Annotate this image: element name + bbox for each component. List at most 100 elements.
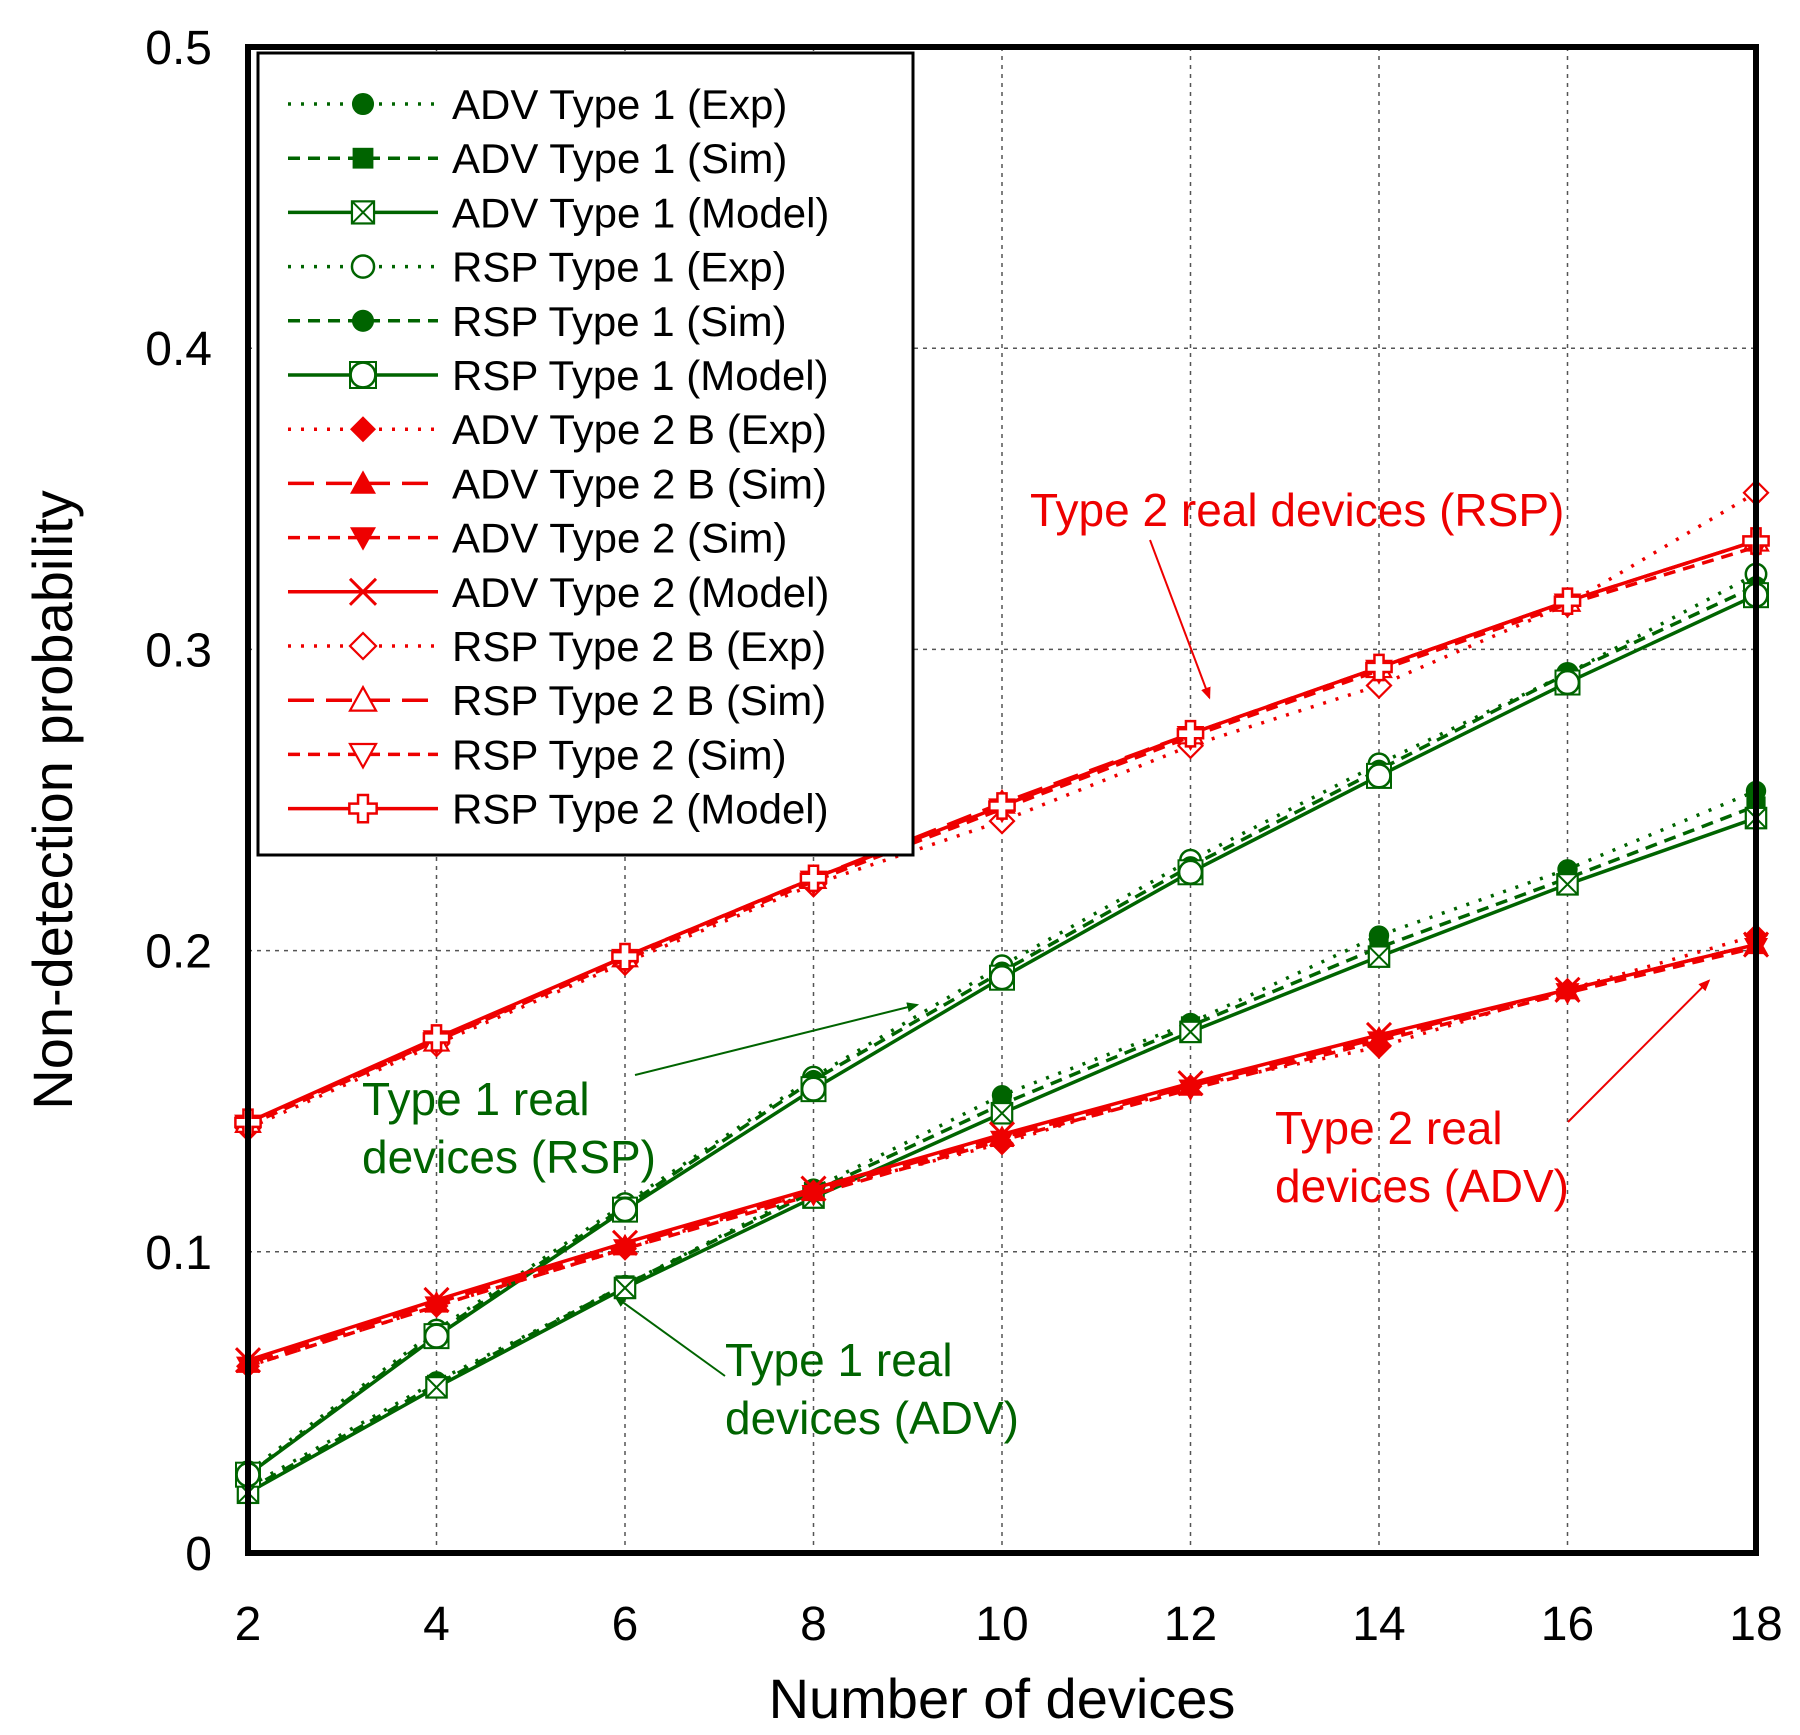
legend-entry: RSP Type 2 B (Exp) xyxy=(288,623,826,670)
legend-box xyxy=(256,51,915,857)
y-tick-label: 0.5 xyxy=(145,22,212,75)
annotation-type1-rsp: Type 1 real devices (RSP) xyxy=(362,1002,920,1183)
annotation-text: Type 1 real xyxy=(362,1073,590,1125)
marker-cross-open xyxy=(799,864,828,893)
legend-entry: RSP Type 1 (Model) xyxy=(288,352,829,399)
x-axis-label: Number of devices xyxy=(769,1667,1236,1730)
legend-entry: RSP Type 1 (Exp) xyxy=(288,244,787,291)
x-tick-label: 10 xyxy=(975,1598,1028,1651)
legend-label: ADV Type 2 B (Exp) xyxy=(452,406,827,453)
legend-label: ADV Type 2 (Model) xyxy=(452,569,829,616)
legend-label: ADV Type 1 (Model) xyxy=(452,189,829,236)
marker-circle-filled xyxy=(351,309,375,332)
annotation-text: devices (ADV) xyxy=(725,1392,1019,1444)
legend-entry: ADV Type 1 (Sim) xyxy=(288,135,787,182)
annotation-arrow xyxy=(634,1002,920,1076)
x-tick-label: 8 xyxy=(800,1598,827,1651)
marker-cross-open xyxy=(988,792,1016,820)
x-tick-label: 4 xyxy=(423,1598,450,1651)
legend-label: ADV Type 1 (Exp) xyxy=(452,81,787,128)
annotation-text: Type 2 real xyxy=(1275,1102,1503,1154)
x-tick-label: 18 xyxy=(1729,1598,1782,1651)
annotation-arrow xyxy=(613,1295,726,1377)
annotations: Type 2 real devices (RSP) Type 1 real devi… xyxy=(362,484,1711,1444)
marker-x-stroke xyxy=(1368,945,1390,968)
legend-entries: ADV Type 1 (Exp) ADV Type 1 (Sim) ADV Type… xyxy=(288,81,829,833)
y-tick-label: 0.4 xyxy=(145,323,212,376)
marker-diamond-filled xyxy=(350,416,376,443)
series-layer xyxy=(234,479,1770,1505)
annotation-type1-adv: Type 1 real devices (ADV) xyxy=(613,1295,1019,1444)
legend-entry: ADV Type 2 B (Exp) xyxy=(288,406,827,453)
legend-label: ADV Type 2 B (Sim) xyxy=(452,460,827,507)
annotation-text: devices (RSP) xyxy=(362,1131,656,1183)
marker-x-stroke xyxy=(614,1277,636,1299)
marker-circle-in-box xyxy=(423,1323,450,1349)
legend-label: RSP Type 2 B (Sim) xyxy=(452,677,826,724)
series-5 xyxy=(235,582,1769,1488)
y-axis-label: Non-detection probability xyxy=(21,490,84,1109)
marker-circle-filled xyxy=(351,92,375,116)
marker-triangle-down-open xyxy=(348,742,378,770)
legend-entry: RSP Type 2 B (Sim) xyxy=(288,677,826,724)
tick-labels: 2 4 6 8 10 12 14 16 18 0 0.1 0.2 0.3 0.4 0.5 xyxy=(145,22,1782,1651)
marker-x-stroke xyxy=(800,1175,827,1202)
marker-triangle-down-filled xyxy=(350,527,376,551)
marker-triangle-up-open xyxy=(348,684,378,712)
x-tick-label: 6 xyxy=(612,1598,639,1651)
marker-x-stroke xyxy=(1365,1021,1393,1048)
marker-circle-in-box xyxy=(1366,763,1392,789)
marker-x-stroke xyxy=(991,1102,1013,1125)
x-tick-label: 2 xyxy=(235,1598,262,1651)
legend-label: RSP Type 1 (Model) xyxy=(452,352,829,399)
plot-frame xyxy=(245,44,1759,1556)
marker-x-stroke xyxy=(423,1286,450,1314)
series-13 xyxy=(234,527,1770,1137)
legend-label: ADV Type 1 (Sim) xyxy=(452,135,787,182)
legend-entry: RSP Type 2 (Model) xyxy=(288,786,829,833)
legend-label: RSP Type 2 (Model) xyxy=(452,786,829,833)
marker-x-stroke xyxy=(425,1376,448,1399)
marker-x-stroke xyxy=(1556,873,1579,896)
annotation-text: devices (ADV) xyxy=(1275,1160,1569,1212)
legend: ADV Type 1 (Exp) ADV Type 1 (Sim) ADV Type… xyxy=(256,51,915,857)
marker-triangle-up-filled xyxy=(350,470,376,494)
marker-circle-in-box xyxy=(1177,859,1204,885)
annotation-text: Type 2 real devices (RSP) xyxy=(1030,484,1564,536)
legend-entry: ADV Type 2 B (Sim) xyxy=(288,460,827,507)
marker-x-stroke xyxy=(611,1229,639,1256)
legend-entry: ADV Type 2 (Sim) xyxy=(288,515,787,562)
y-tick-label: 0.2 xyxy=(145,926,212,979)
marker-square-filled xyxy=(352,147,374,169)
marker-diamond-open xyxy=(348,631,378,661)
legend-entry: ADV Type 1 (Exp) xyxy=(288,81,787,128)
marker-cross-open xyxy=(611,942,639,971)
marker-circle-in-box xyxy=(1554,669,1581,696)
marker-circle-in-box xyxy=(349,361,377,389)
series-line xyxy=(247,789,1757,1489)
marker-diamond-open xyxy=(1365,671,1393,700)
y-tick-label: 0 xyxy=(185,1528,212,1581)
marker-x-stroke xyxy=(988,1121,1016,1148)
x-tick-label: 12 xyxy=(1164,1598,1217,1651)
marker-cross-open xyxy=(422,1024,451,1052)
y-tick-label: 0.3 xyxy=(145,624,212,677)
annotation-arrow xyxy=(1149,539,1211,700)
marker-cross-open xyxy=(1365,653,1393,682)
legend-label: RSP Type 2 (Sim) xyxy=(452,731,787,778)
marker-cross-open xyxy=(1176,719,1205,748)
marker-x-stroke xyxy=(1554,976,1581,1003)
marker-circle-in-box xyxy=(989,965,1015,991)
series-line xyxy=(247,491,1757,1130)
marker-x-stroke xyxy=(1177,1070,1204,1097)
legend-entry: RSP Type 2 (Sim) xyxy=(288,731,787,778)
marker-x-stroke xyxy=(1179,1021,1202,1043)
annotation-type2-rsp: Type 2 real devices (RSP) xyxy=(1030,484,1564,700)
legend-entry: ADV Type 1 (Model) xyxy=(288,189,829,236)
marker-circle-in-box xyxy=(800,1076,827,1102)
annotation-arrow xyxy=(1567,979,1711,1123)
legend-label: RSP Type 1 (Exp) xyxy=(452,244,787,291)
annotation-text: Type 1 real xyxy=(725,1334,953,1386)
legend-entry: RSP Type 1 (Sim) xyxy=(288,298,787,345)
